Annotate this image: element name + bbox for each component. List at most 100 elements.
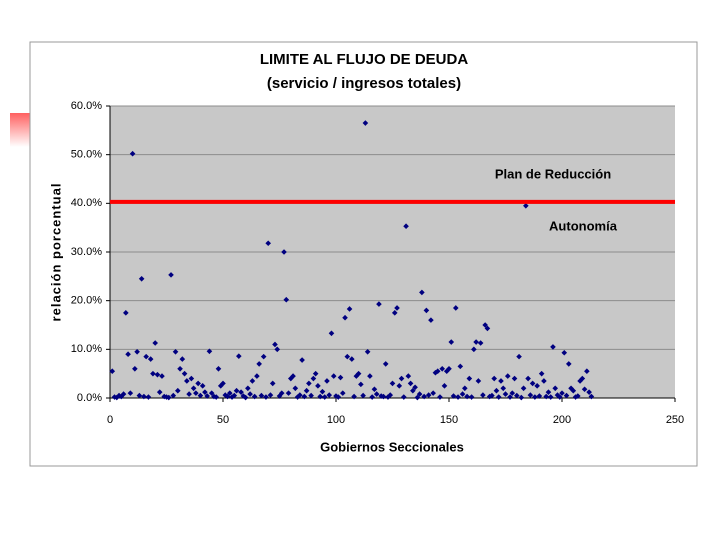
- data-point: [195, 380, 201, 387]
- data-point: [204, 393, 210, 399]
- y-tick-label: 40.0%: [71, 197, 102, 209]
- data-point: [448, 339, 455, 345]
- data-point: [125, 351, 131, 357]
- data-point: [477, 340, 484, 346]
- data-point: [547, 394, 554, 400]
- data-point: [335, 394, 342, 400]
- data-point: [484, 325, 491, 332]
- data-point: [507, 394, 513, 400]
- data-point: [288, 375, 294, 382]
- data-point: [317, 393, 323, 400]
- data-point: [423, 307, 430, 314]
- data-point: [184, 378, 190, 384]
- data-point: [410, 387, 416, 394]
- data-point: [437, 394, 443, 400]
- data-point: [394, 305, 400, 311]
- x-tick-label: 50: [217, 414, 229, 426]
- data-point: [267, 392, 274, 398]
- data-point: [342, 314, 348, 321]
- x-tick-label: 0: [107, 414, 113, 426]
- data-point: [344, 353, 351, 360]
- data-point: [208, 390, 215, 396]
- y-tick-label: 30.0%: [71, 246, 102, 258]
- data-point: [258, 392, 265, 399]
- data-point: [452, 305, 459, 311]
- data-point: [294, 394, 301, 400]
- data-point: [373, 391, 380, 397]
- data-point: [541, 378, 547, 384]
- data-point: [283, 296, 290, 303]
- data-point: [588, 393, 595, 400]
- data-point: [349, 356, 355, 362]
- data-point: [441, 383, 448, 389]
- data-point: [504, 373, 511, 379]
- y-tick-label: 10.0%: [71, 343, 102, 355]
- data-point: [482, 322, 488, 328]
- data-point: [152, 340, 158, 346]
- data-point: [575, 393, 581, 399]
- data-point: [168, 272, 174, 278]
- data-point: [536, 393, 543, 399]
- data-point: [109, 368, 116, 375]
- data-point: [430, 390, 436, 396]
- data-point: [421, 393, 427, 400]
- data-point: [136, 392, 143, 399]
- data-point: [473, 339, 479, 345]
- data-point: [498, 378, 504, 384]
- data-point: [586, 389, 592, 395]
- data-point: [319, 388, 326, 395]
- data-point: [434, 368, 441, 375]
- data-point: [242, 394, 249, 401]
- data-point: [464, 393, 470, 400]
- data-point: [123, 310, 129, 316]
- x-tick-label: 100: [327, 414, 345, 426]
- data-point: [561, 349, 568, 356]
- data-point: [480, 392, 486, 398]
- data-point: [527, 392, 534, 398]
- data-point: [154, 371, 161, 378]
- data-point: [226, 390, 233, 396]
- data-point: [559, 390, 565, 396]
- data-point: [330, 373, 337, 379]
- data-point: [419, 289, 425, 296]
- data-point: [554, 392, 561, 398]
- data-point: [509, 390, 516, 396]
- data-point: [206, 348, 213, 355]
- data-point: [231, 392, 238, 399]
- data-point: [290, 373, 296, 379]
- data-point: [428, 317, 434, 323]
- data-point: [545, 389, 552, 395]
- data-point: [129, 150, 136, 157]
- data-point: [556, 394, 563, 400]
- data-point: [285, 390, 292, 396]
- data-point: [256, 361, 262, 367]
- data-point: [552, 385, 559, 392]
- data-point: [276, 393, 283, 399]
- data-point: [534, 383, 540, 389]
- chart-subtitle: (servicio / ingresos totales): [267, 75, 461, 92]
- data-point: [236, 353, 242, 359]
- data-point: [371, 386, 378, 393]
- data-point: [425, 392, 432, 398]
- data-point: [306, 380, 312, 387]
- data-point: [584, 368, 590, 375]
- data-point: [500, 385, 507, 392]
- x-tick-label: 150: [440, 414, 458, 426]
- data-point: [563, 392, 570, 399]
- data-point: [278, 390, 285, 396]
- data-point: [486, 393, 493, 400]
- data-point: [346, 306, 353, 312]
- data-point: [382, 361, 389, 367]
- x-tick-label: 250: [666, 414, 684, 426]
- data-point: [339, 390, 346, 396]
- data-point: [281, 249, 287, 255]
- data-point: [269, 380, 276, 387]
- data-point: [468, 394, 475, 400]
- data-point: [401, 394, 407, 400]
- data-point: [265, 240, 271, 247]
- data-point: [172, 348, 179, 355]
- data-point: [543, 393, 549, 400]
- data-point: [360, 392, 366, 399]
